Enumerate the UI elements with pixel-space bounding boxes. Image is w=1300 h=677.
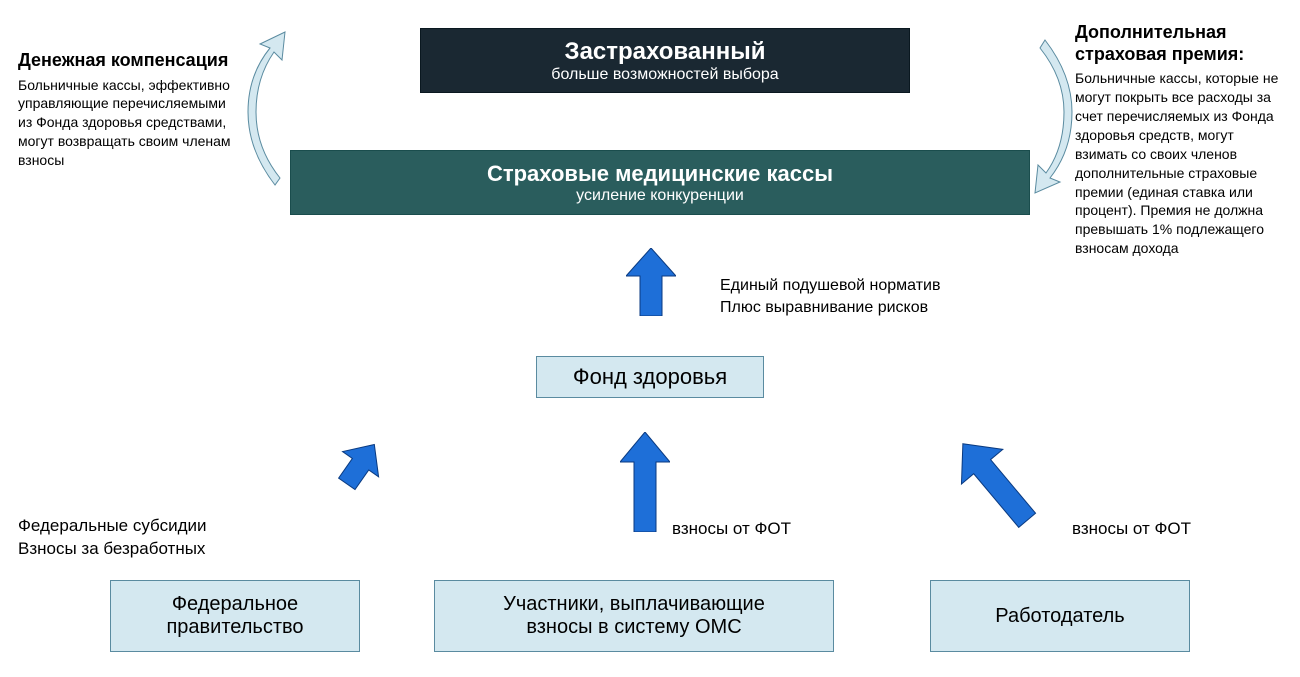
compensation-title: Денежная компенсация: [18, 50, 238, 72]
compensation-body: Больничные кассы, эффективно управляющие…: [18, 76, 238, 170]
per-capita-line1: Единый подушевой норматив: [720, 275, 1000, 297]
box-insured: Застрахованный больше возможностей выбор…: [420, 28, 910, 93]
label-premium: Дополнительная страховая премия: Больнич…: [1075, 22, 1290, 258]
label-federal-subsidies: Федеральные субсидии Взносы за безработн…: [18, 515, 258, 561]
label-per-capita: Единый подушевой норматив Плюс выравнива…: [720, 275, 1000, 318]
arrow-up-top: [626, 248, 676, 316]
federal-gov-line1: Федеральное: [172, 593, 298, 616]
box-health-fund: Фонд здоровья: [536, 356, 764, 398]
box-insurance-funds: Страховые медицинские кассы усиление кон…: [290, 150, 1030, 215]
federal-gov-line2: правительство: [166, 616, 303, 639]
participants-line1: Участники, выплачивающие: [503, 593, 765, 616]
box-participants: Участники, выплачивающие взносы в систем…: [434, 580, 834, 652]
insured-subtitle: больше возможностей выбора: [551, 66, 778, 84]
insured-title: Застрахованный: [565, 38, 766, 66]
arrow-diag-left: [330, 438, 390, 493]
label-compensation: Денежная компенсация Больничные кассы, э…: [18, 50, 238, 170]
arrow-up-mid: [620, 432, 670, 532]
box-employer: Работодатель: [930, 580, 1190, 652]
arrow-diag-right: [950, 432, 1040, 532]
contributions-fot1-text: взносы от ФОТ: [672, 519, 791, 538]
curved-arrow-right: [1030, 30, 1080, 195]
label-contributions-fot2: взносы от ФОТ: [1072, 518, 1232, 541]
contributions-fot2-text: взносы от ФОТ: [1072, 519, 1191, 538]
federal-subsidies-line2: Взносы за безработных: [18, 538, 258, 561]
per-capita-line2: Плюс выравнивание рисков: [720, 297, 1000, 319]
participants-line2: взносы в систему ОМС: [526, 616, 741, 639]
label-contributions-fot1: взносы от ФОТ: [672, 518, 832, 541]
insurance-funds-title: Страховые медицинские кассы: [487, 161, 833, 187]
box-federal-gov: Федеральное правительство: [110, 580, 360, 652]
federal-subsidies-line1: Федеральные субсидии: [18, 515, 258, 538]
premium-body: Больничные кассы, которые не могут покры…: [1075, 69, 1290, 258]
insurance-funds-subtitle: усиление конкуренции: [576, 187, 744, 205]
curved-arrow-left: [240, 30, 290, 195]
premium-title: Дополнительная страховая премия:: [1075, 22, 1290, 65]
employer-title: Работодатель: [995, 605, 1124, 628]
health-fund-title: Фонд здоровья: [573, 364, 727, 390]
